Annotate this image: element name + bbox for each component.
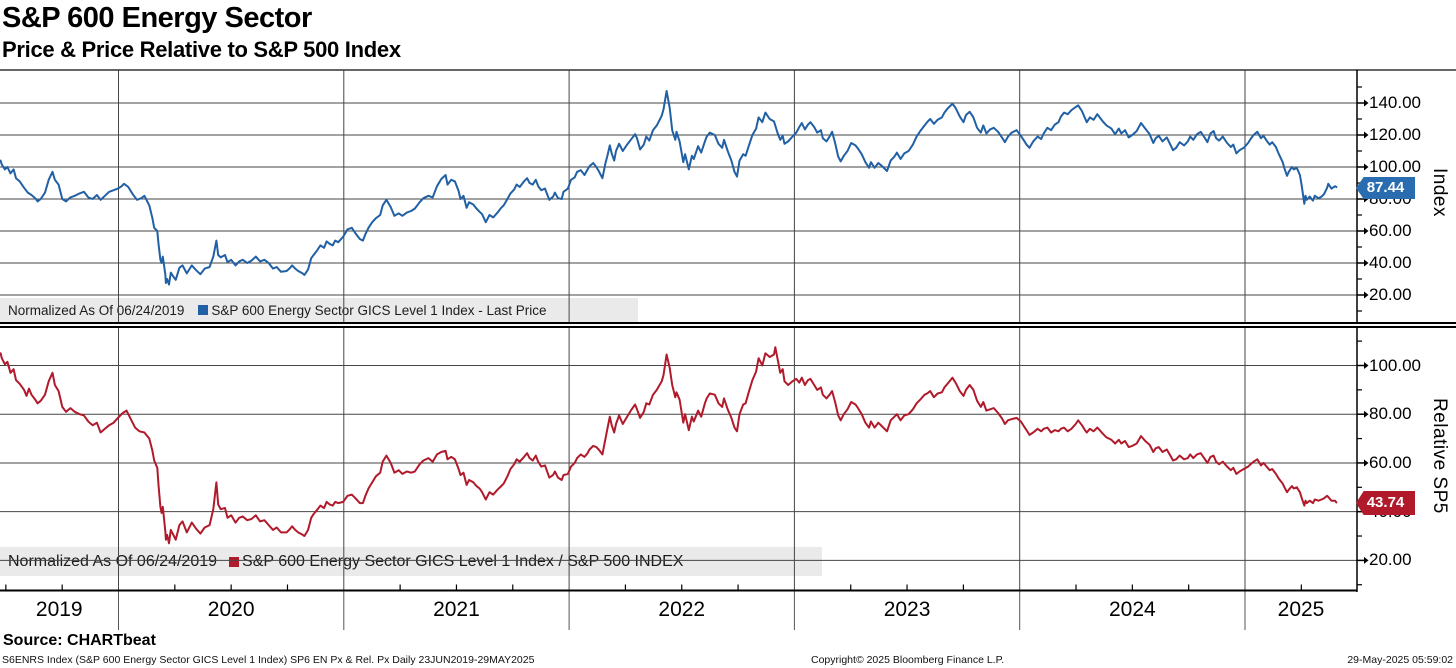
y-tick-label: 100.00 — [1369, 355, 1421, 375]
last-price-tag-index: 87.44 — [1356, 177, 1415, 199]
normalized-note: Normalized As Of 06/24/2019 — [8, 302, 185, 318]
x-year-label: 2023 — [883, 598, 931, 621]
y-tick-label: 60.00 — [1369, 221, 1412, 240]
relative-series-marker-icon — [229, 556, 240, 567]
y-tick-label: 40.00 — [1369, 253, 1412, 272]
footer-timestamp: 29-May-2025 05:59:02 — [1347, 654, 1453, 666]
y-axis-title-index: Index — [1429, 168, 1450, 217]
relative-series-label: S&P 600 Energy Sector GICS Level 1 Index… — [242, 552, 684, 570]
y-tick-label: 100.00 — [1369, 157, 1421, 176]
x-year-label: 2022 — [658, 598, 706, 621]
page-subtitle: Price & Price Relative to S&P 500 Index — [2, 37, 401, 62]
y-tick-label: 20.00 — [1369, 550, 1412, 570]
x-year-label: 2025 — [1277, 598, 1325, 621]
footer-copyright: Copyright© 2025 Bloomberg Finance L.P. — [811, 654, 1005, 666]
normalized-note: Normalized As Of 06/24/2019 — [8, 552, 218, 570]
y-tick-label: 20.00 — [1369, 285, 1412, 304]
source-line: Source: CHARTbeat — [3, 632, 156, 649]
y-tick-label: 140.00 — [1369, 93, 1421, 112]
y-axis-title-relative: Relative SP5 — [1429, 397, 1450, 514]
legend-relative-panel: Normalized As Of 06/24/2019 S&P 600 Ener… — [0, 547, 822, 576]
last-price-tag-relative: 43.74 — [1356, 491, 1415, 515]
x-year-label: 2020 — [207, 598, 255, 621]
y-tick-label: 80.00 — [1369, 404, 1412, 424]
panel-divider — [0, 322, 1456, 328]
page-title: S&P 600 Energy Sector — [2, 2, 312, 34]
price-series-marker-icon — [198, 305, 209, 315]
price-series-label: S&P 600 Energy Sector GICS Level 1 Index… — [211, 302, 547, 318]
y-tick-label: 60.00 — [1369, 452, 1412, 472]
x-year-label: 2021 — [433, 598, 480, 621]
legend-price-panel: Normalized As Of 06/24/2019 S&P 600 Ener… — [0, 298, 638, 322]
x-year-label: 2019 — [35, 598, 83, 621]
y-tick-label: 120.00 — [1369, 125, 1421, 144]
x-year-label: 2024 — [1108, 598, 1156, 621]
footer-ticker-info: S6ENRS Index (S&P 600 Energy Sector GICS… — [2, 654, 535, 666]
